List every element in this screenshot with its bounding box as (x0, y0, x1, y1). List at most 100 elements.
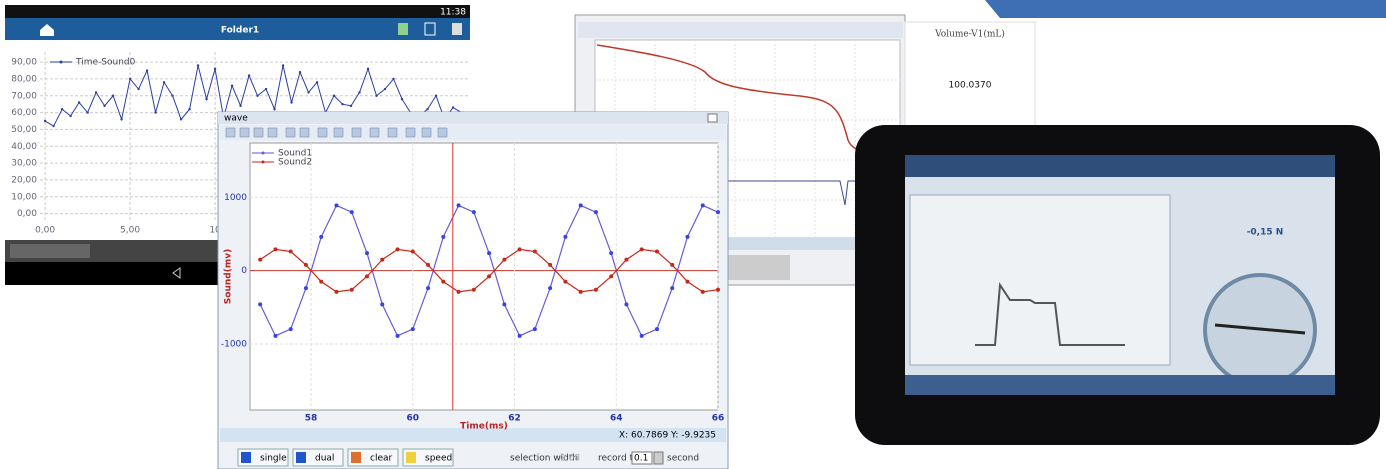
data-point (502, 258, 506, 262)
record-time-dropdown[interactable] (654, 452, 663, 464)
data-point (624, 258, 628, 262)
data-point (367, 68, 369, 70)
status-time: 11:38 (440, 8, 466, 18)
tablet-header (905, 155, 1335, 177)
data-point (396, 247, 400, 251)
data-point (289, 327, 293, 331)
data-point (380, 302, 384, 306)
y-tick-label: 70,00 (11, 91, 37, 101)
data-point (380, 258, 384, 262)
data-point (518, 247, 522, 251)
data-point (154, 111, 156, 113)
y-tick-label: 80,00 (11, 74, 37, 84)
y-tick-label: -1000 (221, 339, 247, 349)
y-tick-label: 10,00 (11, 192, 37, 202)
data-point (290, 101, 292, 103)
wave-window: wave X: 60.7869 Y: -9.9235 selection wid… (218, 112, 728, 469)
data-point (319, 280, 323, 284)
data-point (334, 290, 338, 294)
x-tick-label: 62 (508, 414, 521, 424)
data-point (273, 108, 275, 110)
y-tick-label: 1000 (224, 193, 247, 203)
edit-icon[interactable] (452, 23, 462, 35)
wave-plot-area (250, 143, 718, 410)
button-label: single (260, 454, 287, 464)
data-point (716, 210, 720, 214)
data-point (457, 290, 461, 294)
data-point (594, 210, 598, 214)
data-point (533, 327, 537, 331)
toolbar-icons[interactable] (226, 128, 447, 137)
data-point (502, 302, 506, 306)
data-point (609, 251, 613, 255)
legend-label: Time-Sound0 (75, 58, 136, 68)
legend-marker (262, 152, 265, 155)
data-point (299, 71, 301, 73)
data-point (487, 251, 491, 255)
tablet-reading: -0,15 N (1247, 228, 1284, 238)
data-point (307, 91, 309, 93)
data-point (411, 327, 415, 331)
data-point (171, 95, 173, 97)
data-point (180, 118, 182, 120)
data-point (197, 64, 199, 66)
data-point (188, 108, 190, 110)
data-point (441, 280, 445, 284)
data-point (426, 108, 428, 110)
data-point (231, 84, 233, 86)
window-buttons[interactable] (720, 255, 790, 280)
button-label: speed (425, 454, 452, 464)
data-point (548, 286, 552, 290)
data-point (258, 258, 262, 262)
data-point (205, 98, 207, 100)
data-point (239, 105, 241, 107)
data-point (319, 235, 323, 239)
data-point (685, 235, 689, 239)
data-point (640, 334, 644, 338)
legend-marker (262, 161, 265, 164)
save-icon[interactable] (398, 23, 408, 35)
data-point (137, 88, 139, 90)
data-point (441, 235, 445, 239)
data-point (685, 280, 689, 284)
data-point (655, 327, 659, 331)
window-toolbar (578, 22, 903, 38)
data-point (518, 334, 522, 338)
data-point (350, 105, 352, 107)
record-time: 0.1 (634, 454, 648, 464)
y-tick-label: 60,00 (11, 108, 37, 118)
close-button[interactable] (708, 114, 717, 122)
y-tick-label: 0,00 (17, 209, 37, 219)
data-point (452, 106, 454, 108)
data-point (396, 334, 400, 338)
data-point (670, 263, 674, 267)
button-icon (296, 452, 306, 463)
data-point (579, 290, 583, 294)
data-point (52, 125, 54, 127)
data-point (86, 111, 88, 113)
data-point (640, 247, 644, 251)
data-point (563, 235, 567, 239)
data-point (472, 210, 476, 214)
data-point (273, 334, 277, 338)
data-point (426, 286, 430, 290)
data-point (333, 95, 335, 97)
x-tick-label: 58 (305, 414, 318, 424)
x-tick-label: 64 (610, 414, 623, 424)
y-tick-label: 30,00 (11, 159, 37, 169)
data-point (304, 286, 308, 290)
y-tick-label: 90,00 (11, 58, 37, 68)
seek-bar[interactable] (10, 244, 90, 258)
data-point (316, 81, 318, 83)
data-point (563, 280, 567, 284)
data-point (401, 98, 403, 100)
tablet-chart (910, 195, 1170, 365)
photo-strip (985, 0, 1386, 18)
data-point (435, 95, 437, 97)
wave-title: wave (224, 114, 248, 124)
x-tick-label: 60 (407, 414, 420, 424)
data-point (701, 203, 705, 207)
data-point (258, 302, 262, 306)
data-point (304, 263, 308, 267)
data-point (487, 274, 491, 278)
